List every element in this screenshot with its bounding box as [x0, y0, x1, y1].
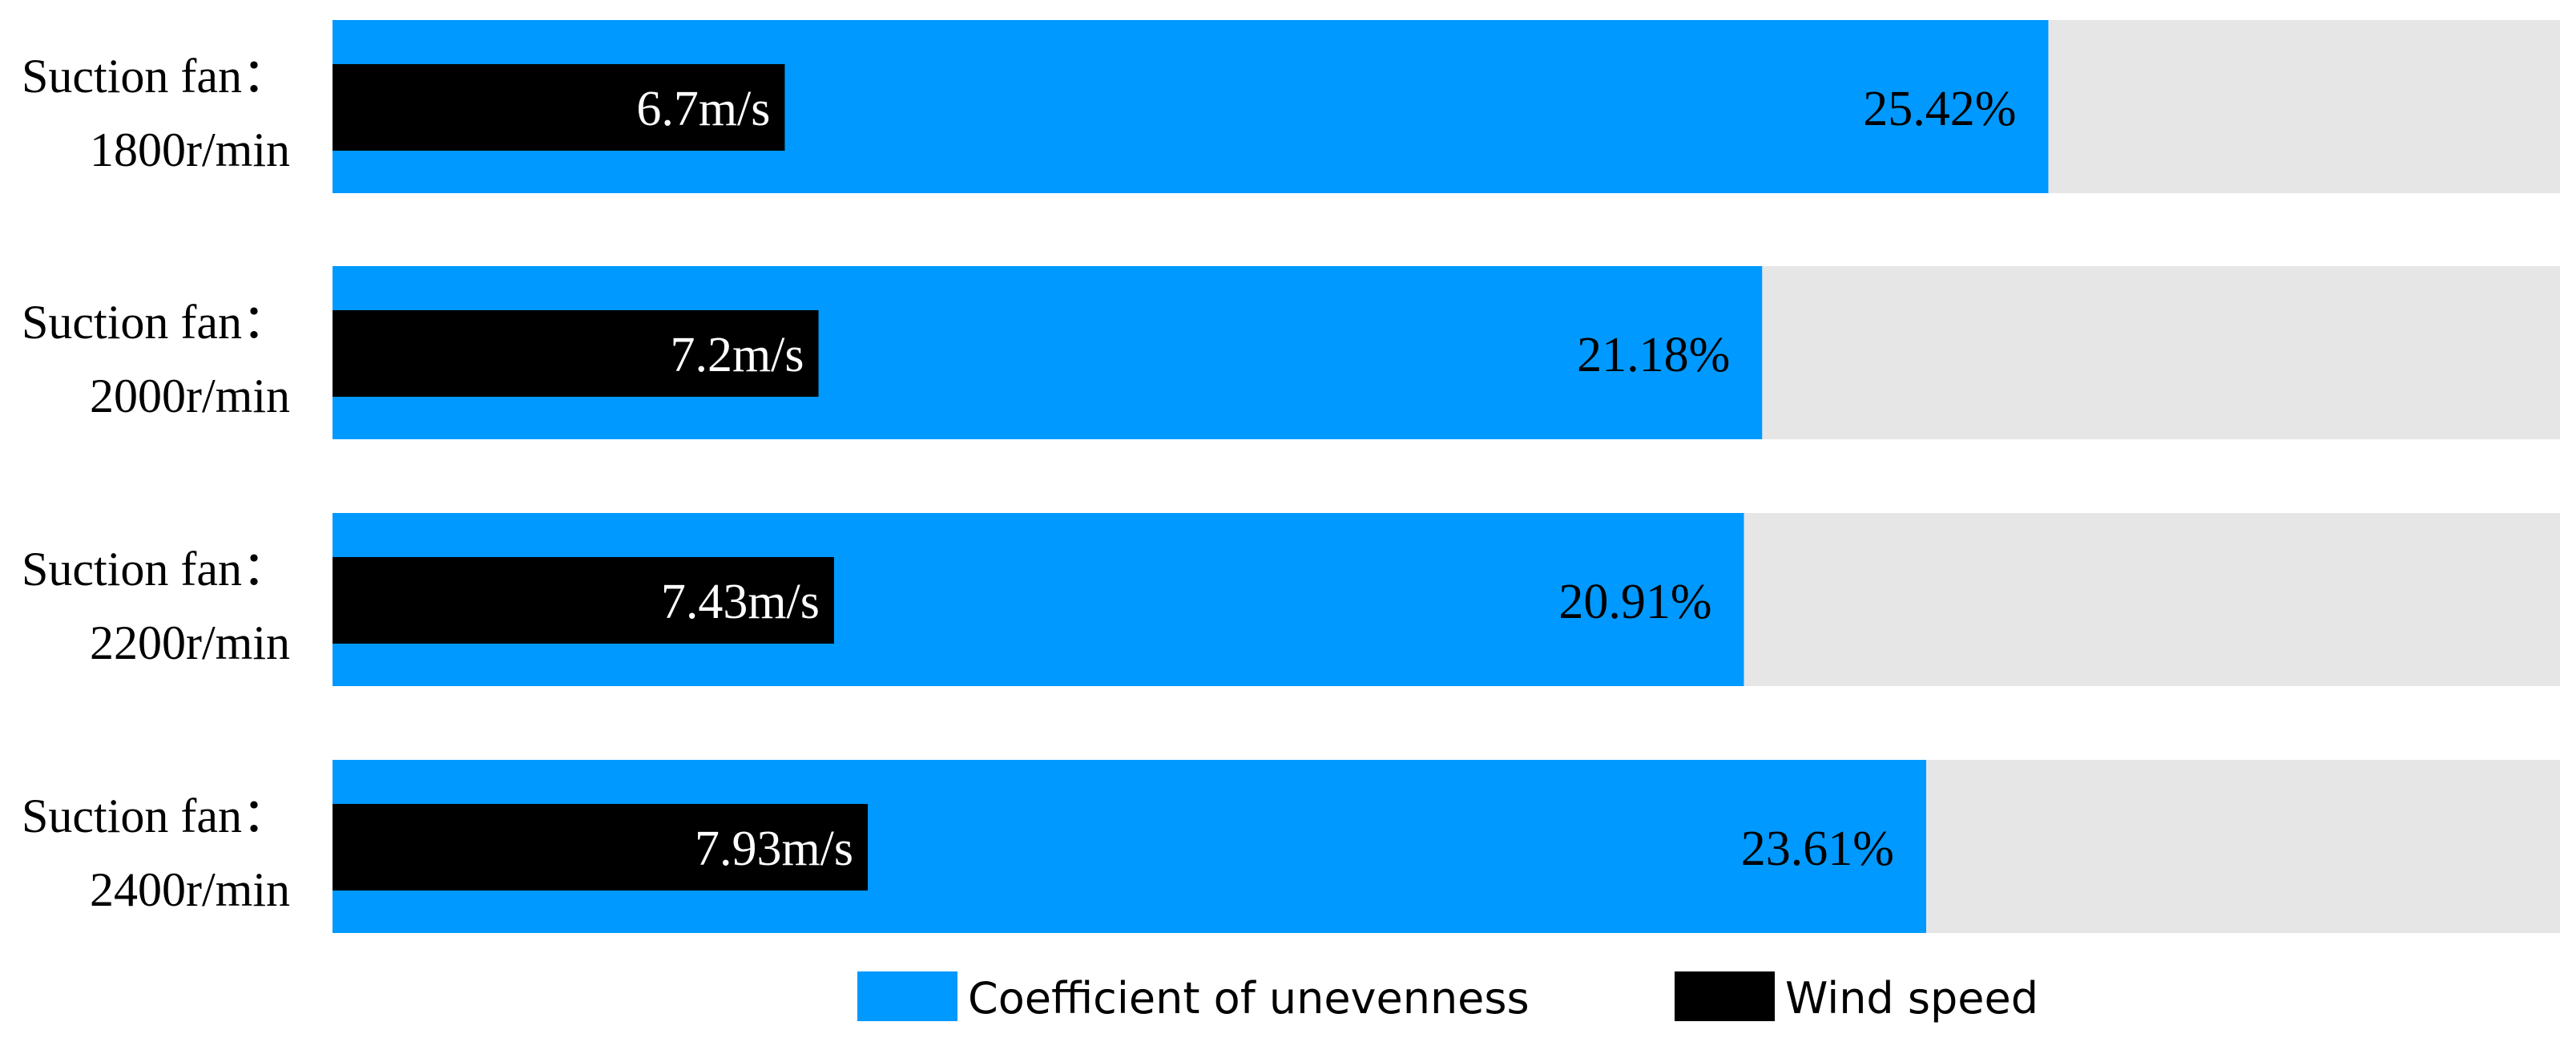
- category-label-line-0-0: Suction fan：: [22, 50, 290, 103]
- legend-swatch-coefficient: [857, 971, 957, 1021]
- data-label-coefficient-3: 23.61%: [1741, 822, 1894, 876]
- data-label-wind-speed-1: 7.2m/s: [670, 328, 804, 382]
- category-label-line-2-1: 2200r/min: [90, 616, 290, 669]
- legend-label-coefficient: Coefficient of unevenness: [968, 973, 1530, 1024]
- legend-swatch-wind-speed: [1675, 971, 1775, 1021]
- data-label-coefficient-0: 25.42%: [1863, 82, 2016, 136]
- legend-label-wind-speed: Wind speed: [1785, 973, 2038, 1024]
- category-label-line-1-1: 2000r/min: [90, 370, 290, 422]
- bar-wind-speed-2: [333, 557, 834, 644]
- category-label-2: Suction fan： 2200r/min: [22, 543, 290, 669]
- bar-wind-speed-3: [333, 804, 869, 891]
- bar-wind-speed-0: [333, 64, 785, 151]
- category-label-line-1-0: Suction fan：: [22, 296, 290, 349]
- data-label-wind-speed-3: 7.93m/s: [695, 822, 853, 876]
- category-label-1: Suction fan： 2000r/min: [22, 296, 290, 422]
- bars-layer: [333, 20, 2560, 933]
- category-label-line-0-1: 1800r/min: [90, 123, 290, 176]
- category-label-0: Suction fan： 1800r/min: [22, 50, 290, 176]
- data-label-wind-speed-0: 6.7m/s: [636, 82, 770, 136]
- category-labels: Suction fan： 1800r/min Suction fan： 2000r/m…: [22, 50, 290, 916]
- category-label-line-3-1: 2400r/min: [90, 863, 290, 916]
- data-label-coefficient-1: 21.18%: [1577, 328, 1730, 382]
- category-label-line-2-0: Suction fan：: [22, 543, 290, 596]
- bar-wind-speed-1: [333, 310, 819, 397]
- labels-layer: 25.42% 6.7m/s 21.18% 7.2m/s 20.91% 7.43m/s 23.…: [636, 82, 2016, 876]
- data-label-wind-speed-2: 7.43m/s: [661, 575, 820, 629]
- data-label-coefficient-2: 20.91%: [1558, 575, 1711, 629]
- category-label-line-3-0: Suction fan：: [22, 790, 290, 842]
- category-label-3: Suction fan： 2400r/min: [22, 790, 290, 916]
- legend: Coefficient of unevenness Wind speed: [857, 971, 2038, 1024]
